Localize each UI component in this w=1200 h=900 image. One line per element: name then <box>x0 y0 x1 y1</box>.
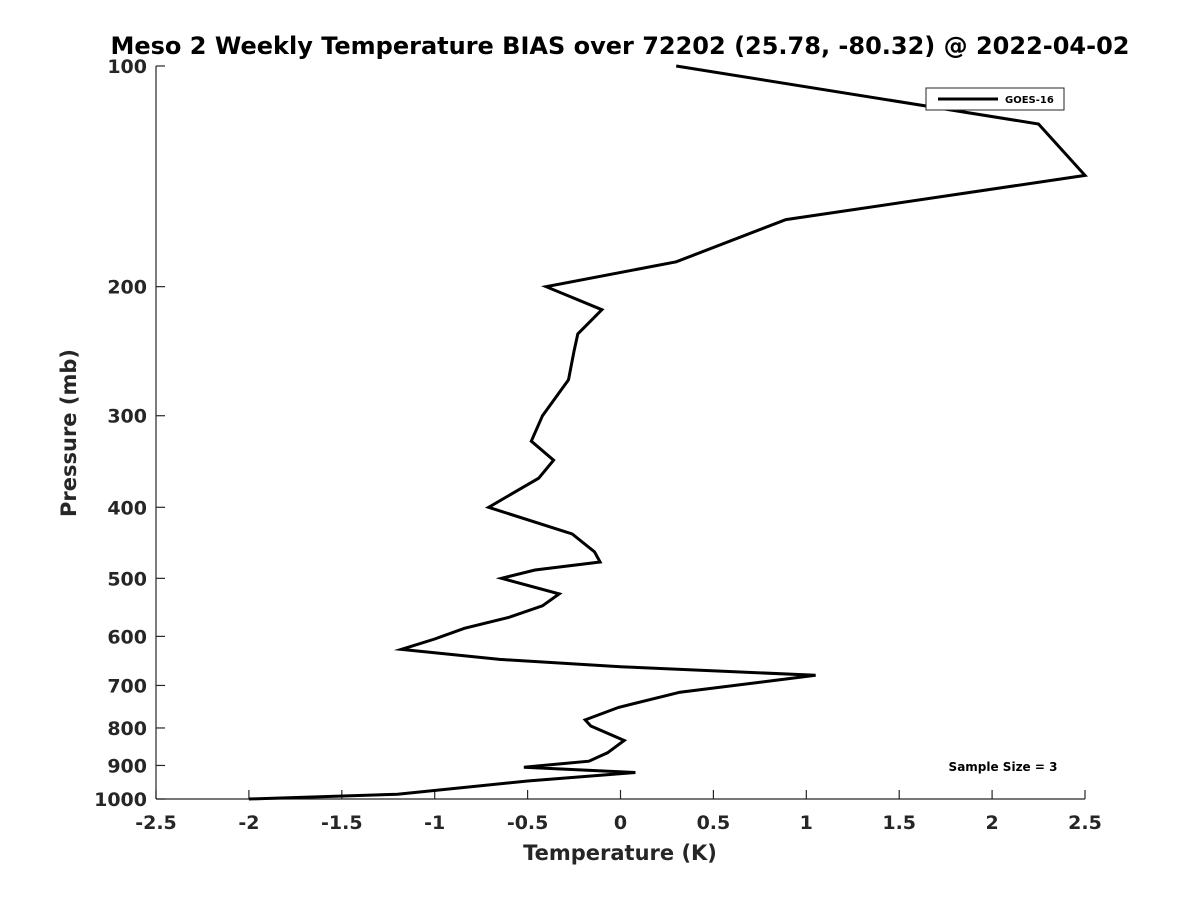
x-tick-label: -1.5 <box>321 812 363 834</box>
x-tick-label: 0.5 <box>697 812 731 834</box>
x-tick-label: 2 <box>985 812 998 834</box>
x-tick-label: -1 <box>424 812 445 834</box>
y-tick-label: 300 <box>107 406 147 428</box>
x-ticks: -2.5 -2 -1.5 -1 -0.5 0 0.5 1 1.5 2 2.5 <box>135 790 1102 834</box>
x-tick-label: 0 <box>614 812 627 834</box>
y-axis-label: Pressure (mb) <box>57 349 81 517</box>
y-tick-label: 1000 <box>94 789 147 811</box>
x-tick-label: -0.5 <box>507 812 549 834</box>
y-tick-label: 700 <box>107 675 147 697</box>
x-tick-label: 1.5 <box>882 812 916 834</box>
y-tick-label: 400 <box>107 497 147 519</box>
chart-title: Meso 2 Weekly Temperature BIAS over 7220… <box>110 32 1129 60</box>
x-tick-label: 2.5 <box>1068 812 1102 834</box>
y-tick-label: 200 <box>107 277 147 299</box>
x-tick-label: -2.5 <box>135 812 177 834</box>
series-line-goes-16 <box>248 64 1088 801</box>
y-tick-label: 100 <box>107 56 147 78</box>
y-tick-label: 900 <box>107 755 147 777</box>
x-tick-label: -2 <box>238 812 259 834</box>
y-tick-label: 800 <box>107 718 147 740</box>
y-tick-label: 600 <box>107 626 147 648</box>
y-tick-label: 500 <box>107 568 147 590</box>
y-ticks: 100 200 300 400 500 600 700 800 900 1000 <box>94 56 165 811</box>
x-axis-label: Temperature (K) <box>523 841 717 865</box>
legend-label: GOES-16 <box>1005 95 1054 106</box>
x-tick-label: 1 <box>800 812 813 834</box>
legend: GOES-16 <box>925 87 1065 111</box>
sample-size-annotation: Sample Size = 3 <box>949 760 1058 774</box>
plot-axes <box>155 66 1085 800</box>
series-layer <box>248 64 1088 801</box>
